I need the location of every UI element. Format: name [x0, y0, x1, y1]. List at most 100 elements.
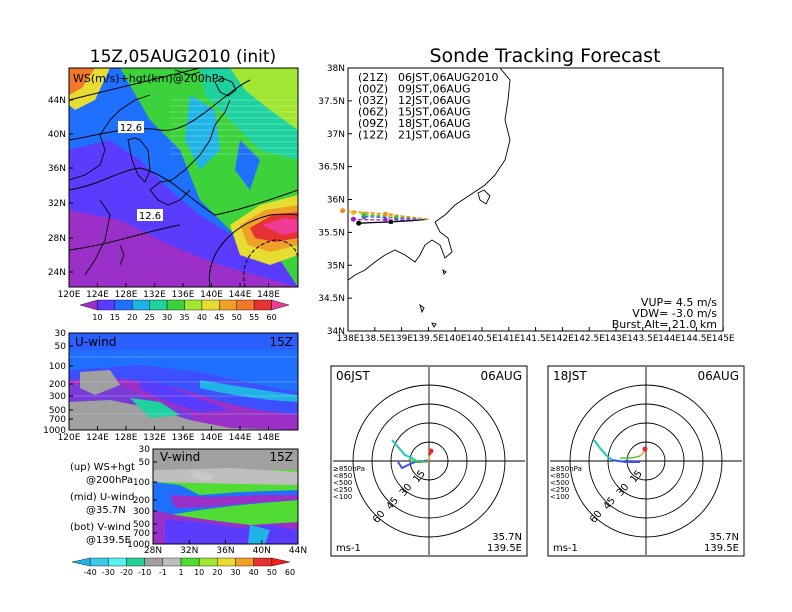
colorbar-swatch — [198, 557, 218, 567]
lon-tick-label: 128E — [115, 290, 138, 300]
pressure-tick-label: 500 — [49, 406, 66, 416]
pressure-tick-label: 100 — [133, 478, 150, 488]
hodo-level-label: ≥850hPa — [550, 465, 582, 473]
hodo-ring — [390, 422, 468, 500]
track-marker — [383, 217, 388, 222]
launch-utc: (03Z) — [358, 94, 388, 107]
hodo-right-levels: ≥850hPa<850<500<250<100 — [550, 465, 582, 501]
hodo-right-date: 06AUG — [697, 369, 739, 383]
note-mid-1: (mid) U-wind — [70, 492, 134, 503]
colorbar-tick-label: 60 — [266, 313, 276, 322]
colorbar-tick-label: 50 — [232, 313, 242, 322]
hodo-level-label: <850 — [333, 472, 352, 480]
colorbar-tick-label: 15 — [110, 313, 120, 322]
launch-utc: (06Z) — [358, 106, 388, 119]
lon-tick-label: 143E — [605, 334, 628, 344]
lon-tick-label: 140E — [444, 334, 467, 344]
hodo-left-unit: ms-1 — [336, 543, 361, 554]
colorbar-swatch — [235, 557, 254, 567]
launch-utc: (09Z) — [358, 117, 388, 130]
lon-tick-label: 144.5E — [681, 334, 713, 344]
colorbar-tick-label: 60 — [285, 568, 295, 577]
lat-tick-label: 28N — [144, 546, 162, 556]
u-wind-time: 15Z — [270, 335, 294, 349]
colorbar-swatch — [219, 299, 237, 311]
lon-tick-label: 124E — [86, 433, 109, 443]
launch-jst: 09JST,06AUG — [398, 83, 471, 96]
lon-tick-label: 144E — [229, 433, 252, 443]
lat-tick-label: 38N — [327, 64, 345, 74]
contour-label-2: 12.6 — [139, 211, 161, 222]
hodo-ring — [352, 384, 506, 538]
pressure-tick-label: 300 — [49, 392, 66, 402]
launch-jst: 21JST,06AUG — [398, 129, 471, 142]
u-lon-ticks: 120E 124E 128E 132E 136E 140E 144E 148E — [58, 426, 280, 443]
lon-tick-label: 140E — [200, 433, 223, 443]
hodo-left-date: 06AUG — [480, 369, 522, 383]
hodo-right-loc1: 35.7N — [709, 532, 739, 543]
colorbar-tick-label: 30 — [162, 313, 172, 322]
colorbar-swatch — [236, 299, 255, 311]
colorbar-tick-label: -30 — [102, 568, 115, 577]
track-marker — [388, 219, 393, 224]
burst-marker — [350, 216, 356, 222]
colorbar-tick-label: 40 — [197, 313, 207, 322]
colorbar-swatch — [253, 299, 272, 311]
pressure-tick-label: 100 — [49, 362, 66, 372]
param-burst: Burst Alt= 21.0 km — [612, 318, 717, 331]
ws-lon-ticks: 120E 124E 128E 132E 136E 140E 144E 148E — [58, 283, 280, 300]
colorbar-swatch — [132, 299, 150, 311]
hodo-left-loc2: 139.5E — [487, 543, 522, 554]
hodo-ring — [371, 403, 487, 519]
lat-tick-label: 36N — [327, 196, 345, 206]
colorbar-tick-label: -10 — [138, 568, 151, 577]
lon-tick-label: 136E — [172, 433, 195, 443]
colorbar-swatch — [89, 557, 109, 567]
note-bot-2: @139.5E — [86, 535, 131, 546]
colorbar-swatch — [149, 299, 168, 311]
ws-panel-label: WS(m/s)+hgt(km)@200hPa — [73, 72, 225, 85]
launch-utc: (12Z) — [358, 129, 388, 142]
lon-tick-label: 120E — [58, 290, 81, 300]
lat-tick-label: 28N — [48, 234, 66, 244]
colorbar-swatch — [253, 557, 273, 567]
hodo-level-label: <100 — [333, 493, 352, 501]
lat-tick-label: 37N — [327, 130, 345, 140]
colorbar-swatch — [162, 557, 182, 567]
track-map-panel: (21Z) 06JST,06AUG2010 (00Z) 09JST,06AUG (03Z… — [318, 64, 735, 344]
lon-tick-label: 139.5E — [413, 334, 445, 344]
colorbar-tick-label: 35 — [179, 313, 189, 322]
hodo-right-trace — [593, 439, 648, 463]
lon-tick-label: 120E — [58, 433, 81, 443]
hodo-level-label: <100 — [550, 493, 569, 501]
launch-jst: 06JST,06AUG2010 — [398, 71, 499, 84]
launch-utc: (00Z) — [358, 83, 388, 96]
burst-marker — [356, 220, 362, 226]
colorbar-swatch — [126, 557, 145, 567]
colorbar-swatch — [79, 299, 98, 311]
pressure-tick-label: 700 — [133, 529, 150, 539]
hodo-right-time: 18JST — [553, 369, 587, 383]
lat-tick-label: 32N — [180, 546, 198, 556]
track-marker — [388, 213, 393, 218]
colorbar-swatch — [144, 557, 164, 567]
hodo-ring — [607, 422, 685, 500]
launch-utc: (21Z) — [358, 71, 388, 84]
lat-tick-label: 37.5N — [318, 97, 345, 107]
colorbar-tick-label: -1 — [159, 568, 167, 577]
launch-jst: 15JST,06AUG — [398, 106, 471, 119]
pressure-tick-label: 30 — [139, 445, 151, 455]
lon-tick-label: 142E — [551, 334, 574, 344]
track-legend: (21Z) 06JST,06AUG2010 (00Z) 09JST,06AUG (03Z… — [358, 71, 499, 142]
ws-lat-ticks: 44N 40N 36N 32N 28N 24N — [48, 96, 73, 278]
colorbar-swatch — [271, 299, 290, 311]
lon-tick-label: 144E — [229, 290, 252, 300]
colorbar-swatch — [114, 299, 133, 311]
lat-tick-label: 35.5N — [318, 228, 345, 238]
colorbar-tick-label: 50 — [267, 568, 277, 577]
colorbar-swatch — [71, 557, 91, 567]
lon-tick-label: 143.5E — [627, 334, 659, 344]
